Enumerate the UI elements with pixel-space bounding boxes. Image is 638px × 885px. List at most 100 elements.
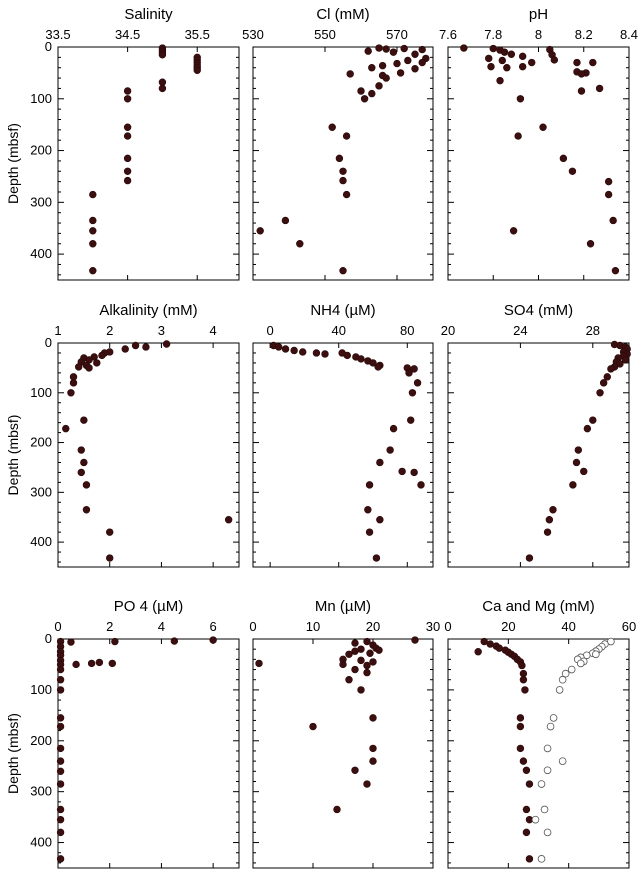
- data-point: [603, 373, 611, 381]
- x-tick-label: 35.5: [185, 27, 210, 42]
- x-tick-label: 10: [306, 619, 320, 634]
- data-point: [131, 341, 140, 350]
- data-point-open: [567, 665, 576, 674]
- data-point: [89, 266, 97, 275]
- x-tick-label: 4: [158, 619, 165, 634]
- panel-title: SO4 (mM): [504, 302, 573, 319]
- data-point: [374, 363, 382, 371]
- data-point: [496, 76, 504, 85]
- y-tick-label: 200: [30, 143, 52, 158]
- data-point: [596, 389, 604, 397]
- data-point: [393, 59, 401, 68]
- y-axis-label: Depth (mbsf): [5, 713, 21, 794]
- data-point: [503, 64, 511, 72]
- x-tick-label: 7.6: [439, 27, 457, 42]
- data-point: [489, 44, 497, 53]
- data-point: [525, 855, 534, 863]
- data-point: [363, 661, 371, 670]
- data-point: [357, 686, 365, 694]
- data-point: [487, 62, 495, 71]
- data-point: [549, 506, 557, 514]
- y-tick-label: 200: [30, 733, 52, 748]
- data-point: [411, 50, 419, 58]
- data-point: [516, 722, 525, 731]
- data-point: [351, 665, 359, 674]
- data-point: [410, 365, 418, 373]
- data-point: [158, 51, 167, 59]
- data-point: [290, 346, 298, 355]
- data-point-open: [543, 828, 552, 837]
- data-point: [559, 154, 568, 163]
- data-point: [609, 216, 617, 225]
- data-point: [363, 780, 371, 788]
- x-tick-label: 530: [242, 27, 264, 42]
- data-point: [67, 638, 75, 646]
- data-point: [333, 805, 341, 814]
- x-tick-label: 34.5: [115, 27, 140, 42]
- panel-8: Ca and Mg (mM) 0 20 40 60: [444, 598, 636, 869]
- data-point: [382, 74, 390, 82]
- data-point: [365, 481, 374, 489]
- data-point: [56, 665, 65, 674]
- data-point: [123, 132, 132, 140]
- x-tick-label: 550: [314, 27, 336, 42]
- data-point: [595, 84, 604, 93]
- data-point: [378, 61, 387, 70]
- data-point: [351, 639, 359, 647]
- data-point: [514, 132, 522, 140]
- x-tick-label: 20: [501, 619, 515, 634]
- panel-title: NH4 (µM): [310, 302, 375, 319]
- data-point: [342, 132, 351, 140]
- y-axis-label: Depth (mbsf): [5, 415, 21, 496]
- x-tick-label: 80: [400, 323, 414, 338]
- data-point: [72, 660, 80, 669]
- plot-frame: [57, 46, 240, 281]
- data-point: [405, 369, 413, 377]
- data-point: [158, 78, 167, 86]
- x-tick-label: 7.8: [484, 27, 502, 42]
- data-point: [586, 240, 595, 248]
- data-point: [111, 637, 119, 646]
- data-point: [299, 348, 307, 356]
- data-point: [525, 780, 534, 788]
- plot-frame: [447, 342, 630, 568]
- panel-title: Alkalinity (mM): [99, 302, 197, 319]
- data-point: [369, 359, 377, 367]
- data-point: [365, 528, 374, 536]
- x-tick-label: 3: [158, 323, 165, 338]
- data-point-open: [558, 757, 567, 765]
- data-point: [572, 458, 581, 467]
- data-point: [368, 64, 376, 72]
- data-point: [577, 70, 586, 78]
- data-point: [158, 84, 167, 93]
- data-point: [56, 722, 65, 731]
- data-point: [376, 458, 384, 467]
- x-tick-label: 0: [249, 619, 256, 634]
- data-point: [573, 58, 581, 67]
- y-tick-label: 400: [30, 534, 52, 549]
- data-point: [418, 58, 426, 67]
- data-point: [98, 351, 106, 360]
- data-point: [335, 154, 344, 163]
- data-point: [611, 266, 620, 275]
- data-point: [77, 446, 85, 454]
- data-point: [123, 87, 132, 95]
- data-point: [389, 48, 398, 56]
- data-point-open: [531, 815, 540, 824]
- data-point: [417, 481, 425, 489]
- data-point: [366, 649, 374, 657]
- data-point: [281, 345, 290, 353]
- y-tick-label: 300: [30, 784, 52, 799]
- data-point: [528, 58, 536, 67]
- data-point: [607, 365, 615, 373]
- panel-title: pH: [529, 6, 548, 23]
- x-tick-label: 0: [54, 619, 61, 634]
- data-point: [56, 815, 65, 824]
- data-point: [95, 658, 104, 667]
- data-point: [545, 516, 554, 524]
- x-tick-label: 0: [267, 323, 274, 338]
- x-tick-label: 6: [210, 619, 217, 634]
- panel-2: pH 7.6 7.8 8 8.2 8.4: [439, 6, 638, 281]
- data-point: [404, 56, 412, 65]
- data-point: [364, 47, 372, 55]
